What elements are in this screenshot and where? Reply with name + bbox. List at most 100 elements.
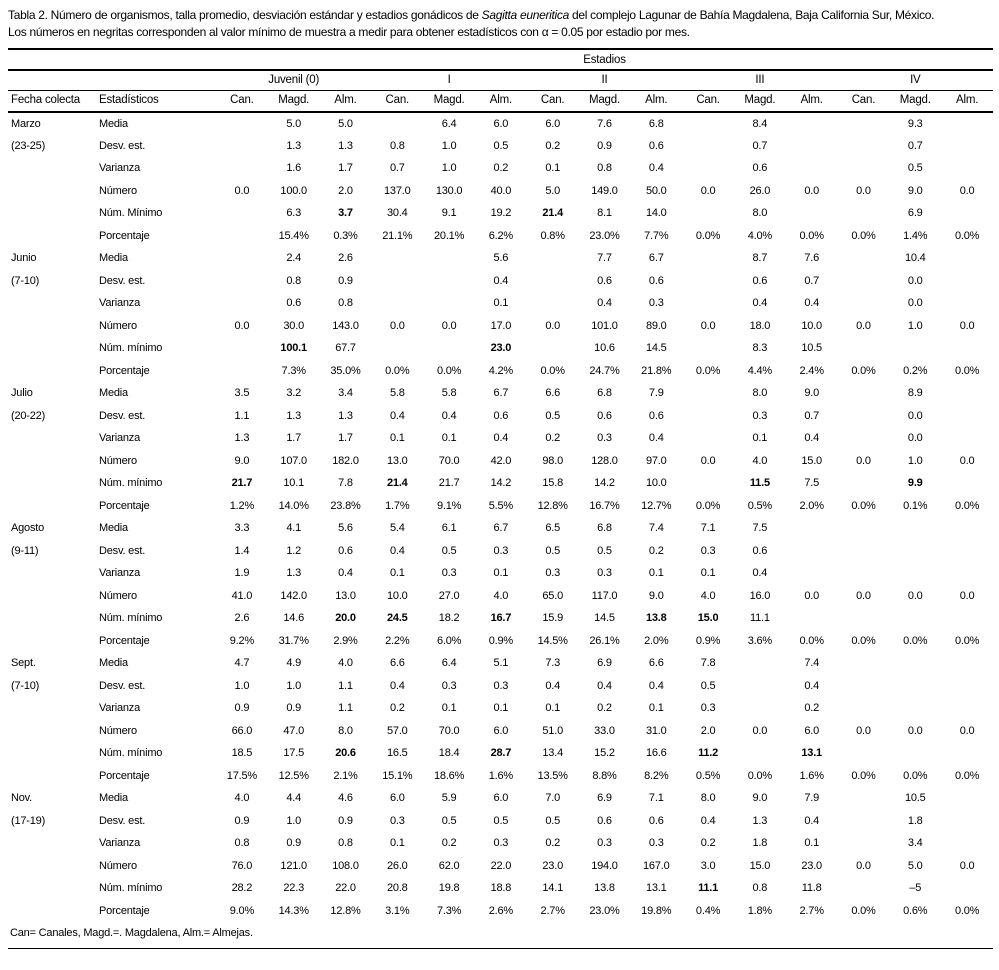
value-cell: 0.9 bbox=[338, 814, 353, 827]
value-cell: 2.6 bbox=[338, 252, 353, 265]
value-cell bbox=[838, 202, 890, 225]
value-cell: 5.9 bbox=[441, 792, 457, 805]
value-cell: 149.0 bbox=[591, 184, 618, 197]
caption-line1-prefix: Tabla 2. Número de organismos, talla pro… bbox=[8, 8, 482, 22]
value-cell: 0.2 bbox=[545, 837, 561, 850]
value-cell bbox=[734, 675, 786, 698]
value-cell: –5 bbox=[909, 882, 922, 895]
value-cell: 5.6 bbox=[338, 522, 353, 535]
value-cell: 0.7 bbox=[804, 274, 820, 287]
value-cell: 0.8 bbox=[338, 297, 353, 310]
value-cell: 0.0 bbox=[856, 184, 871, 197]
value-cell: 9.0 bbox=[752, 792, 768, 805]
value-cell: 9.3 bbox=[907, 117, 923, 130]
value-cell: 57.0 bbox=[386, 724, 408, 737]
value-cell: 0.4 bbox=[493, 274, 509, 287]
value-cell bbox=[838, 697, 890, 720]
site-header: Alm. bbox=[785, 90, 838, 113]
value-cell: 0.0% bbox=[954, 769, 980, 782]
value-cell: 15.9 bbox=[542, 612, 563, 625]
value-cell: 1.6% bbox=[799, 769, 824, 782]
value-cell: 24.5 bbox=[386, 612, 408, 625]
value-cell: 3.4 bbox=[338, 387, 353, 400]
value-cell bbox=[889, 337, 941, 360]
value-cell: 143.0 bbox=[332, 319, 359, 332]
month-spacer bbox=[8, 180, 96, 203]
value-cell: 0.7 bbox=[907, 139, 923, 152]
value-cell: 65.0 bbox=[542, 589, 563, 602]
value-cell: 0.0% bbox=[695, 364, 721, 377]
value-cell: 0.0 bbox=[907, 724, 923, 737]
value-cell: 18.4 bbox=[438, 747, 460, 760]
value-cell bbox=[941, 382, 993, 405]
value-cell bbox=[941, 405, 993, 428]
value-cell: 6.4 bbox=[441, 117, 457, 130]
site-header: Magd. bbox=[578, 90, 631, 113]
value-cell: 1.3 bbox=[234, 432, 250, 445]
value-cell: 0.3 bbox=[545, 567, 561, 580]
month-spacer bbox=[8, 765, 96, 788]
value-cell: 5.0 bbox=[545, 184, 561, 197]
caption-line2: Los números en negritas corresponden al … bbox=[8, 25, 690, 39]
stat-label: Número bbox=[99, 589, 137, 602]
table-row: Junio Media 2.4 2.6 5.6 7.7 6.7 8.7 7.6 10.4 bbox=[8, 247, 993, 270]
value-cell: 0.5 bbox=[441, 544, 457, 557]
stat-label: Número bbox=[99, 319, 137, 332]
value-cell bbox=[941, 832, 993, 855]
value-cell: 0.0 bbox=[441, 319, 457, 332]
value-cell bbox=[682, 427, 734, 450]
month-spacer bbox=[8, 495, 96, 518]
value-cell: 0.7 bbox=[389, 162, 405, 175]
estadios-header-row: Estadios bbox=[8, 49, 994, 71]
value-cell: 101.0 bbox=[591, 319, 618, 332]
month-dates: (20-22) bbox=[11, 409, 46, 422]
stat-label: Núm. mínimo bbox=[99, 477, 163, 490]
month-spacer bbox=[8, 630, 96, 653]
value-cell: 0.0% bbox=[799, 229, 824, 242]
month-spacer bbox=[8, 900, 96, 923]
value-cell: 0.2 bbox=[545, 139, 561, 152]
value-cell: 9.2% bbox=[229, 634, 255, 647]
table-row: Porcentaje 1.2% 14.0% 23.8% 1.7% 9.1% 5.5% 12.8… bbox=[8, 495, 993, 518]
site-header: Alm. bbox=[319, 90, 372, 113]
value-cell bbox=[838, 270, 890, 293]
value-cell: 0.5 bbox=[545, 544, 561, 557]
value-cell: 3.6% bbox=[747, 634, 772, 647]
value-cell: 1.3 bbox=[338, 139, 353, 152]
value-cell: 4.0 bbox=[338, 657, 353, 670]
value-cell: 0.0% bbox=[903, 769, 928, 782]
stat-label: Porcentaje bbox=[99, 769, 150, 782]
value-cell: 11.1 bbox=[749, 612, 770, 625]
value-cell: 0.6% bbox=[903, 904, 928, 917]
value-cell: 6.6 bbox=[648, 657, 664, 670]
value-cell bbox=[941, 135, 993, 158]
value-cell: 1.1 bbox=[234, 409, 250, 422]
value-cell: 0.0 bbox=[856, 724, 871, 737]
table-row: Varianza 1.3 1.7 1.7 0.1 0.1 0.4 0.2 0.3 0.4 0.1 0.… bbox=[8, 427, 993, 450]
value-cell: 0.0% bbox=[954, 229, 980, 242]
value-cell: 1.7 bbox=[338, 432, 353, 445]
value-cell: 2.4 bbox=[286, 252, 302, 265]
value-cell bbox=[941, 607, 993, 630]
value-cell: 23.0% bbox=[589, 904, 620, 917]
value-cell bbox=[941, 742, 993, 765]
value-cell: 0.0% bbox=[851, 634, 876, 647]
table-row: Porcentaje 17.5% 12.5% 2.1% 15.1% 18.6% 1.6% 13… bbox=[8, 765, 993, 788]
value-cell: 67.7 bbox=[335, 342, 356, 355]
value-cell: 10.6 bbox=[594, 342, 615, 355]
value-cell: 0.2 bbox=[493, 162, 509, 175]
site-header: Can. bbox=[837, 90, 890, 113]
month-spacer bbox=[8, 157, 96, 180]
value-cell: 0.6 bbox=[597, 274, 612, 287]
value-cell: 1.0 bbox=[441, 162, 457, 175]
site-header: Can. bbox=[682, 90, 734, 113]
value-cell bbox=[838, 832, 890, 855]
value-cell: 107.0 bbox=[280, 454, 307, 467]
value-cell bbox=[838, 810, 890, 833]
value-cell: 0.4 bbox=[752, 297, 768, 310]
value-cell: 0.1 bbox=[493, 702, 509, 715]
footnote: Can= Canales, Magd.=. Magdalena, Alm.= A… bbox=[8, 922, 993, 949]
value-cell: 0.3 bbox=[648, 297, 664, 310]
value-cell: 1.4% bbox=[903, 229, 928, 242]
value-cell: 0.9 bbox=[286, 837, 302, 850]
